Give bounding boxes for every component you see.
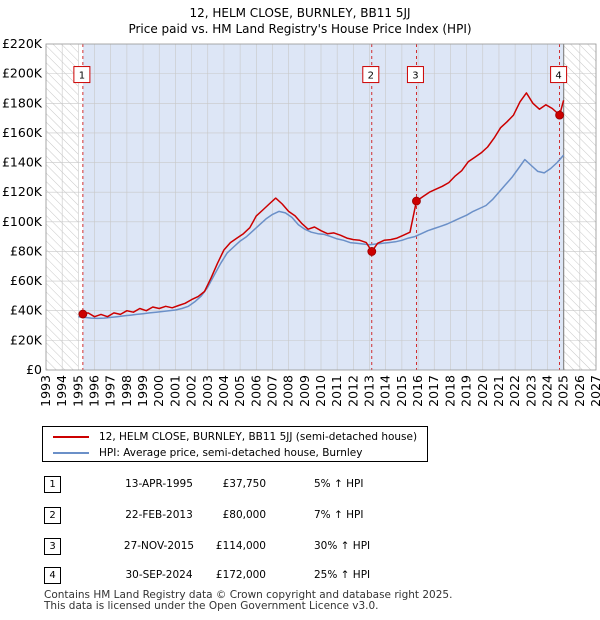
transaction-date: 27-NOV-2015 [123,540,195,552]
transaction-label-box [550,66,568,84]
transaction-label-box [73,66,91,84]
legend-entry-hpi: HPI: Average price, semi-detached house,… [53,445,362,461]
y-tick-label: £0 [26,362,42,377]
transaction-number: 3 [44,538,61,555]
hpi-line [78,154,565,320]
y-tick-label: £20K [10,332,43,347]
y-tick-label: £80K [10,243,43,258]
x-tick-label: 2018 [442,375,457,407]
x-tick-label: 2019 [459,375,474,407]
transaction-hpi: 30% ↑ HPI [314,540,371,552]
transaction-row: 1 13-APR-1995 £37,750 5% ↑ HPI [44,475,584,495]
y-tick-label: £160K [2,125,43,140]
x-tick-label: 2020 [475,375,490,407]
legend-label-property: 12, HELM CLOSE, BURNLEY, BB11 5JJ (semi-… [99,431,418,443]
x-tick-label: 2012 [345,375,360,407]
sale-point [412,196,421,206]
footer: Contains HM Land Registry data © Crown c… [44,590,452,612]
x-tick-label: 2024 [539,375,554,407]
y-tick-label: £60K [10,273,43,288]
transaction-label: 2 [368,71,374,82]
legend-label-hpi: HPI: Average price, semi-detached house,… [99,447,363,459]
sale-point [367,247,377,256]
x-tick-label: 1994 [54,375,69,407]
legend-blue-line [53,452,89,454]
transaction-hpi: 7% ↑ HPI [314,509,364,521]
x-tick-label: 2022 [507,375,522,407]
x-tick-label: 2001 [167,375,182,407]
x-tick-label: 1999 [135,375,150,407]
x-tick-label: 2006 [248,375,263,407]
y-tick-label: £100K [2,214,43,229]
x-tick-label: 2023 [523,375,538,407]
x-tick-label: 2009 [297,375,312,407]
x-tick-label: 1998 [119,375,134,407]
x-tick-label: 2010 [313,375,328,407]
x-tick-label: 1996 [87,375,102,407]
x-tick-label: 2014 [378,375,393,407]
x-tick-label: 2015 [394,375,409,407]
chart-subtitle: Price paid vs. HM Land Registry's House … [128,22,471,36]
transaction-label-box [362,66,380,84]
x-tick-label: 2005 [232,375,247,407]
transaction-label: 1 [79,71,85,82]
transaction-label-box [406,66,424,84]
transaction-price: £114,000 [215,540,266,552]
x-tick-label: 2021 [491,375,506,407]
footer-licence: This data is licensed under the Open Gov… [44,600,379,612]
sale-point [555,110,565,120]
y-tick-label: £220K [2,36,43,51]
y-tick-label: £140K [2,155,43,170]
legend: 12, HELM CLOSE, BURNLEY, BB11 5JJ (semi-… [42,426,428,462]
x-tick-label: 2026 [572,375,587,407]
x-tick-label: 2004 [216,375,231,407]
transaction-number: 2 [44,507,61,524]
x-tick-label: 2000 [151,375,166,407]
x-tick-label: 2017 [426,375,441,407]
x-tick-label: 2027 [588,375,600,407]
x-tick-label: 2008 [281,375,296,407]
x-tick-label: 2007 [264,375,279,407]
transaction-number: 4 [44,567,61,584]
transaction-label: 4 [555,71,561,82]
x-tick-label: 2002 [184,375,199,407]
x-tick-label: 2016 [410,375,425,407]
ownership-shading [82,44,564,370]
footer-copyright: Contains HM Land Registry data © Crown c… [44,589,453,601]
x-tick-label: 1995 [70,375,85,407]
transaction-number: 1 [44,476,61,493]
legend-red-line [53,436,89,438]
x-tick-label: 2003 [200,375,215,407]
transaction-row: 3 27-NOV-2015 £114,000 30% ↑ HPI [44,537,584,557]
x-tick-label: 2013 [362,375,377,407]
transaction-hpi: 5% ↑ HPI [314,478,364,490]
transaction-row: 4 30-SEP-2024 £172,000 25% ↑ HPI [44,566,584,586]
transaction-date: 22-FEB-2013 [125,509,193,521]
sale-point [78,309,88,319]
plot-frame [45,43,597,371]
y-tick-label: £120K [2,184,43,199]
transaction-hpi: 25% ↑ HPI [314,569,371,581]
transaction-date: 30-SEP-2024 [125,569,193,581]
x-tick-label: 2025 [556,375,571,407]
transaction-price: £172,000 [215,569,266,581]
transaction-price: £37,750 [222,478,266,490]
chart-title: 12, HELM CLOSE, BURNLEY, BB11 5JJ [189,6,410,20]
y-tick-label: £200K [2,66,43,81]
x-tick-label: 1993 [38,375,53,407]
y-tick-label: £40K [10,303,43,318]
price-chart: 12, HELM CLOSE, BURNLEY, BB11 5JJ Price … [2,6,600,407]
transaction-label: 3 [412,71,418,82]
x-tick-label: 1997 [103,375,118,407]
legend-entry-property: 12, HELM CLOSE, BURNLEY, BB11 5JJ (semi-… [53,429,417,445]
property-price-line [82,92,565,318]
x-tick-label: 2011 [329,375,344,407]
transaction-date: 13-APR-1995 [125,478,193,490]
transaction-price: £80,000 [222,509,266,521]
y-tick-label: £180K [2,95,43,110]
transaction-row: 2 22-FEB-2013 £80,000 7% ↑ HPI [44,506,584,526]
